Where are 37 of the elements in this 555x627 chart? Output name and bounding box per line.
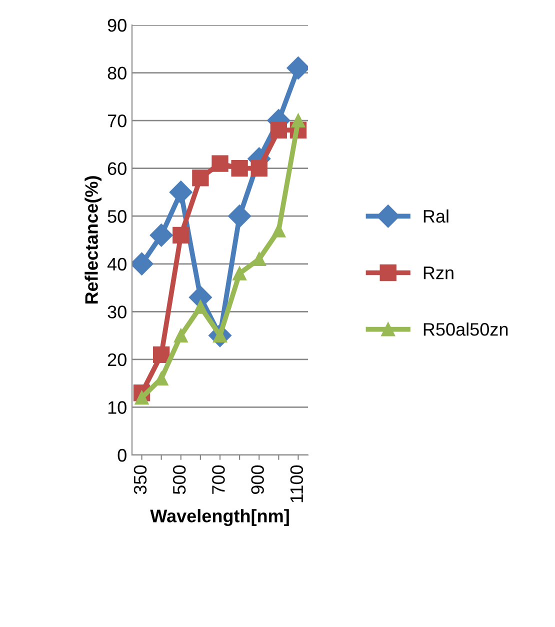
- point: [153, 346, 170, 363]
- x-tick-label: 900: [251, 465, 264, 494]
- point: [174, 328, 188, 342]
- y-tick-label: 60: [108, 162, 126, 176]
- y-tick-label: 30: [108, 306, 126, 318]
- y-tick-label: 10: [108, 401, 126, 414]
- point: [228, 204, 252, 228]
- y-tick-label: 90: [108, 18, 126, 32]
- y-tick-label: 70: [108, 114, 126, 128]
- point: [270, 122, 287, 138]
- y-tick-label: 80: [108, 66, 126, 80]
- point: [169, 180, 192, 204]
- point: [172, 226, 190, 244]
- point: [134, 390, 149, 405]
- point: [194, 300, 208, 314]
- point: [212, 155, 228, 172]
- point: [272, 224, 286, 238]
- point: [150, 224, 173, 247]
- point: [232, 266, 246, 280]
- y-tick-label: 40: [107, 258, 126, 271]
- x-tick-label: 350: [134, 465, 147, 494]
- y-tick-label: 50: [108, 210, 126, 223]
- point: [291, 114, 306, 128]
- x-axis-title: Wavelength[nm]: [150, 509, 289, 526]
- y-axis-title: Reflectance(%): [84, 176, 102, 304]
- point: [231, 160, 248, 177]
- x-tick-label: 700: [212, 465, 225, 494]
- point: [252, 252, 266, 266]
- y-tick-label: 20: [108, 353, 126, 366]
- legend-label: Ral: [424, 209, 448, 223]
- point: [192, 170, 209, 186]
- point: [250, 160, 268, 177]
- legend-label: Rzn: [424, 266, 454, 280]
- x-tick-label: 1100: [290, 465, 304, 502]
- x-tick-label: 500: [172, 465, 186, 494]
- legend-label: R50al50zn: [424, 322, 508, 336]
- y-tick-label: 0: [118, 448, 126, 462]
